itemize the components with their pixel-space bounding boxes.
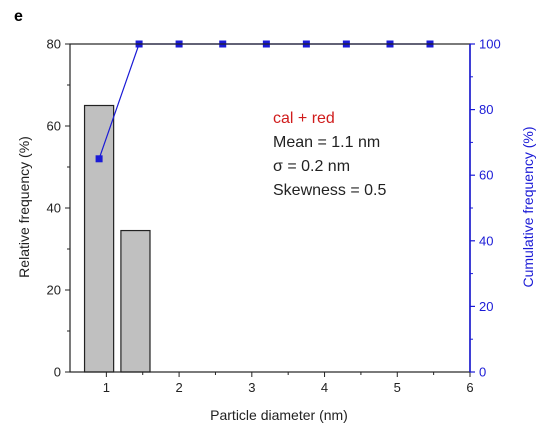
y-right-tick-label: 100 (479, 37, 501, 52)
sample-label: cal + red (273, 110, 335, 127)
y-right-tick-label: 20 (479, 299, 493, 314)
y-right-tick-label: 0 (479, 365, 486, 380)
y-right-tick-label: 80 (479, 102, 493, 117)
panel-label: e (14, 8, 23, 25)
cumulative-series-layer (95, 40, 434, 163)
stats-annotation: cal + red Mean = 1.1 nm σ = 0.2 nm Skewn… (273, 110, 387, 199)
x-tick-label: 6 (466, 380, 473, 395)
x-tick-label: 3 (248, 380, 255, 395)
y-right-tick-label: 40 (479, 233, 493, 248)
x-tick-label: 4 (321, 380, 328, 395)
x-tick-label: 2 (175, 380, 182, 395)
y-left-tick-label: 60 (47, 119, 61, 134)
cumulative-line (98, 43, 430, 159)
cumulative-marker (95, 155, 103, 163)
y-axis-left-title: Relative frequency (%) (16, 136, 32, 278)
sigma-label: σ = 0.2 nm (273, 158, 350, 175)
y-axis-right-title: Cumulative frequency (%) (520, 126, 536, 287)
y-left-tick-label: 0 (54, 365, 61, 380)
bars-layer (83, 104, 151, 373)
y-right-tick-label: 60 (479, 168, 493, 183)
y-left-tick-label: 80 (47, 37, 61, 52)
x-tick-label: 5 (394, 380, 401, 395)
x-axis-title: Particle diameter (nm) (210, 407, 348, 423)
histogram-bar-1 (83, 104, 115, 373)
x-tick-label: 1 (103, 380, 110, 395)
y-left-tick-label: 40 (47, 201, 61, 216)
y-left-tick-label: 20 (47, 283, 61, 298)
mean-label: Mean = 1.1 nm (273, 134, 380, 151)
skewness-label: Skewness = 0.5 (273, 182, 387, 199)
histogram-bar-2 (120, 229, 151, 373)
